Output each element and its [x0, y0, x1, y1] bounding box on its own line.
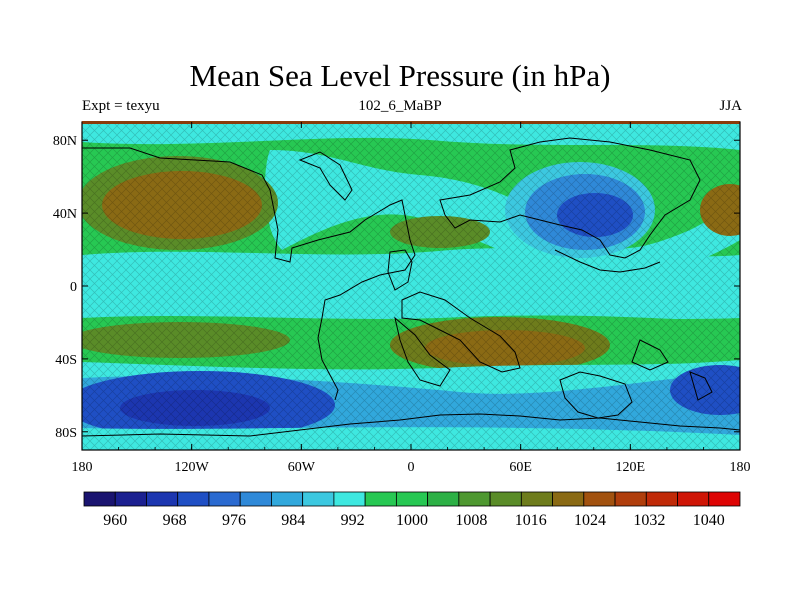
colorbar-box — [552, 491, 585, 507]
colorbar-box — [708, 491, 741, 507]
y-tick-label: 40S — [55, 353, 77, 368]
colorbar: 960 968 976 984 992 1000 1008 1016 1024 1032 1040 — [83, 491, 741, 529]
colorbar-label: 1024 — [574, 512, 606, 529]
x-tick-label: 60W — [288, 460, 316, 475]
colorbar-box — [583, 491, 616, 507]
hatch-overlay — [82, 122, 740, 450]
colorbar-box — [239, 491, 272, 507]
y-tick-label: 80N — [53, 134, 77, 149]
x-tick-label: 180 — [730, 460, 751, 475]
colorbar-box — [677, 491, 710, 507]
colorbar-box — [614, 491, 647, 507]
colorbar-box — [83, 491, 116, 507]
colorbar-label: 968 — [163, 512, 187, 529]
colorbar-label: 960 — [103, 512, 127, 529]
x-axis: 180 120W 60W 0 60E 120E 180 — [72, 122, 751, 475]
colorbar-box — [364, 491, 397, 507]
colorbar-box — [146, 491, 179, 507]
colorbar-label: 984 — [281, 512, 305, 529]
colorbar-label: 1016 — [515, 512, 547, 529]
x-tick-label: 120E — [616, 460, 646, 475]
colorbar-box — [271, 491, 304, 507]
colorbar-box — [114, 491, 147, 507]
colorbar-box — [302, 491, 335, 507]
colorbar-box — [489, 491, 522, 507]
colorbar-box — [177, 491, 210, 507]
period-label: 102_6_MaBP — [358, 98, 442, 114]
map-title: Mean Sea Level Pressure (in hPa) — [189, 58, 611, 93]
coastlines — [82, 137, 740, 437]
colorbar-label: 1008 — [455, 512, 487, 529]
map-field — [82, 122, 740, 450]
colorbar-label: 976 — [222, 512, 246, 529]
y-tick-label: 0 — [70, 280, 77, 295]
y-tick-label: 40N — [53, 207, 77, 222]
season-label: JJA — [719, 98, 742, 114]
colorbar-label: 1000 — [396, 512, 428, 529]
colorbar-box — [458, 491, 491, 507]
colorbar-box — [645, 491, 678, 507]
x-tick-label: 180 — [72, 460, 93, 475]
colorbar-box — [520, 491, 553, 507]
x-tick-label: 120W — [175, 460, 210, 475]
colorbar-box — [395, 491, 429, 507]
colorbar-label: 992 — [341, 512, 365, 529]
colorbar-box — [427, 491, 460, 507]
y-tick-label: 80S — [55, 426, 77, 441]
colorbar-box — [208, 491, 241, 507]
colorbar-label: 1032 — [633, 512, 665, 529]
x-tick-label: 60E — [509, 460, 532, 475]
x-tick-label: 0 — [408, 460, 415, 475]
y-axis: 80N 40N 0 40S 80S — [53, 134, 740, 441]
colorbar-box — [333, 491, 366, 507]
colorbar-label: 1040 — [693, 512, 725, 529]
experiment-label: Expt = texyu — [82, 98, 160, 114]
